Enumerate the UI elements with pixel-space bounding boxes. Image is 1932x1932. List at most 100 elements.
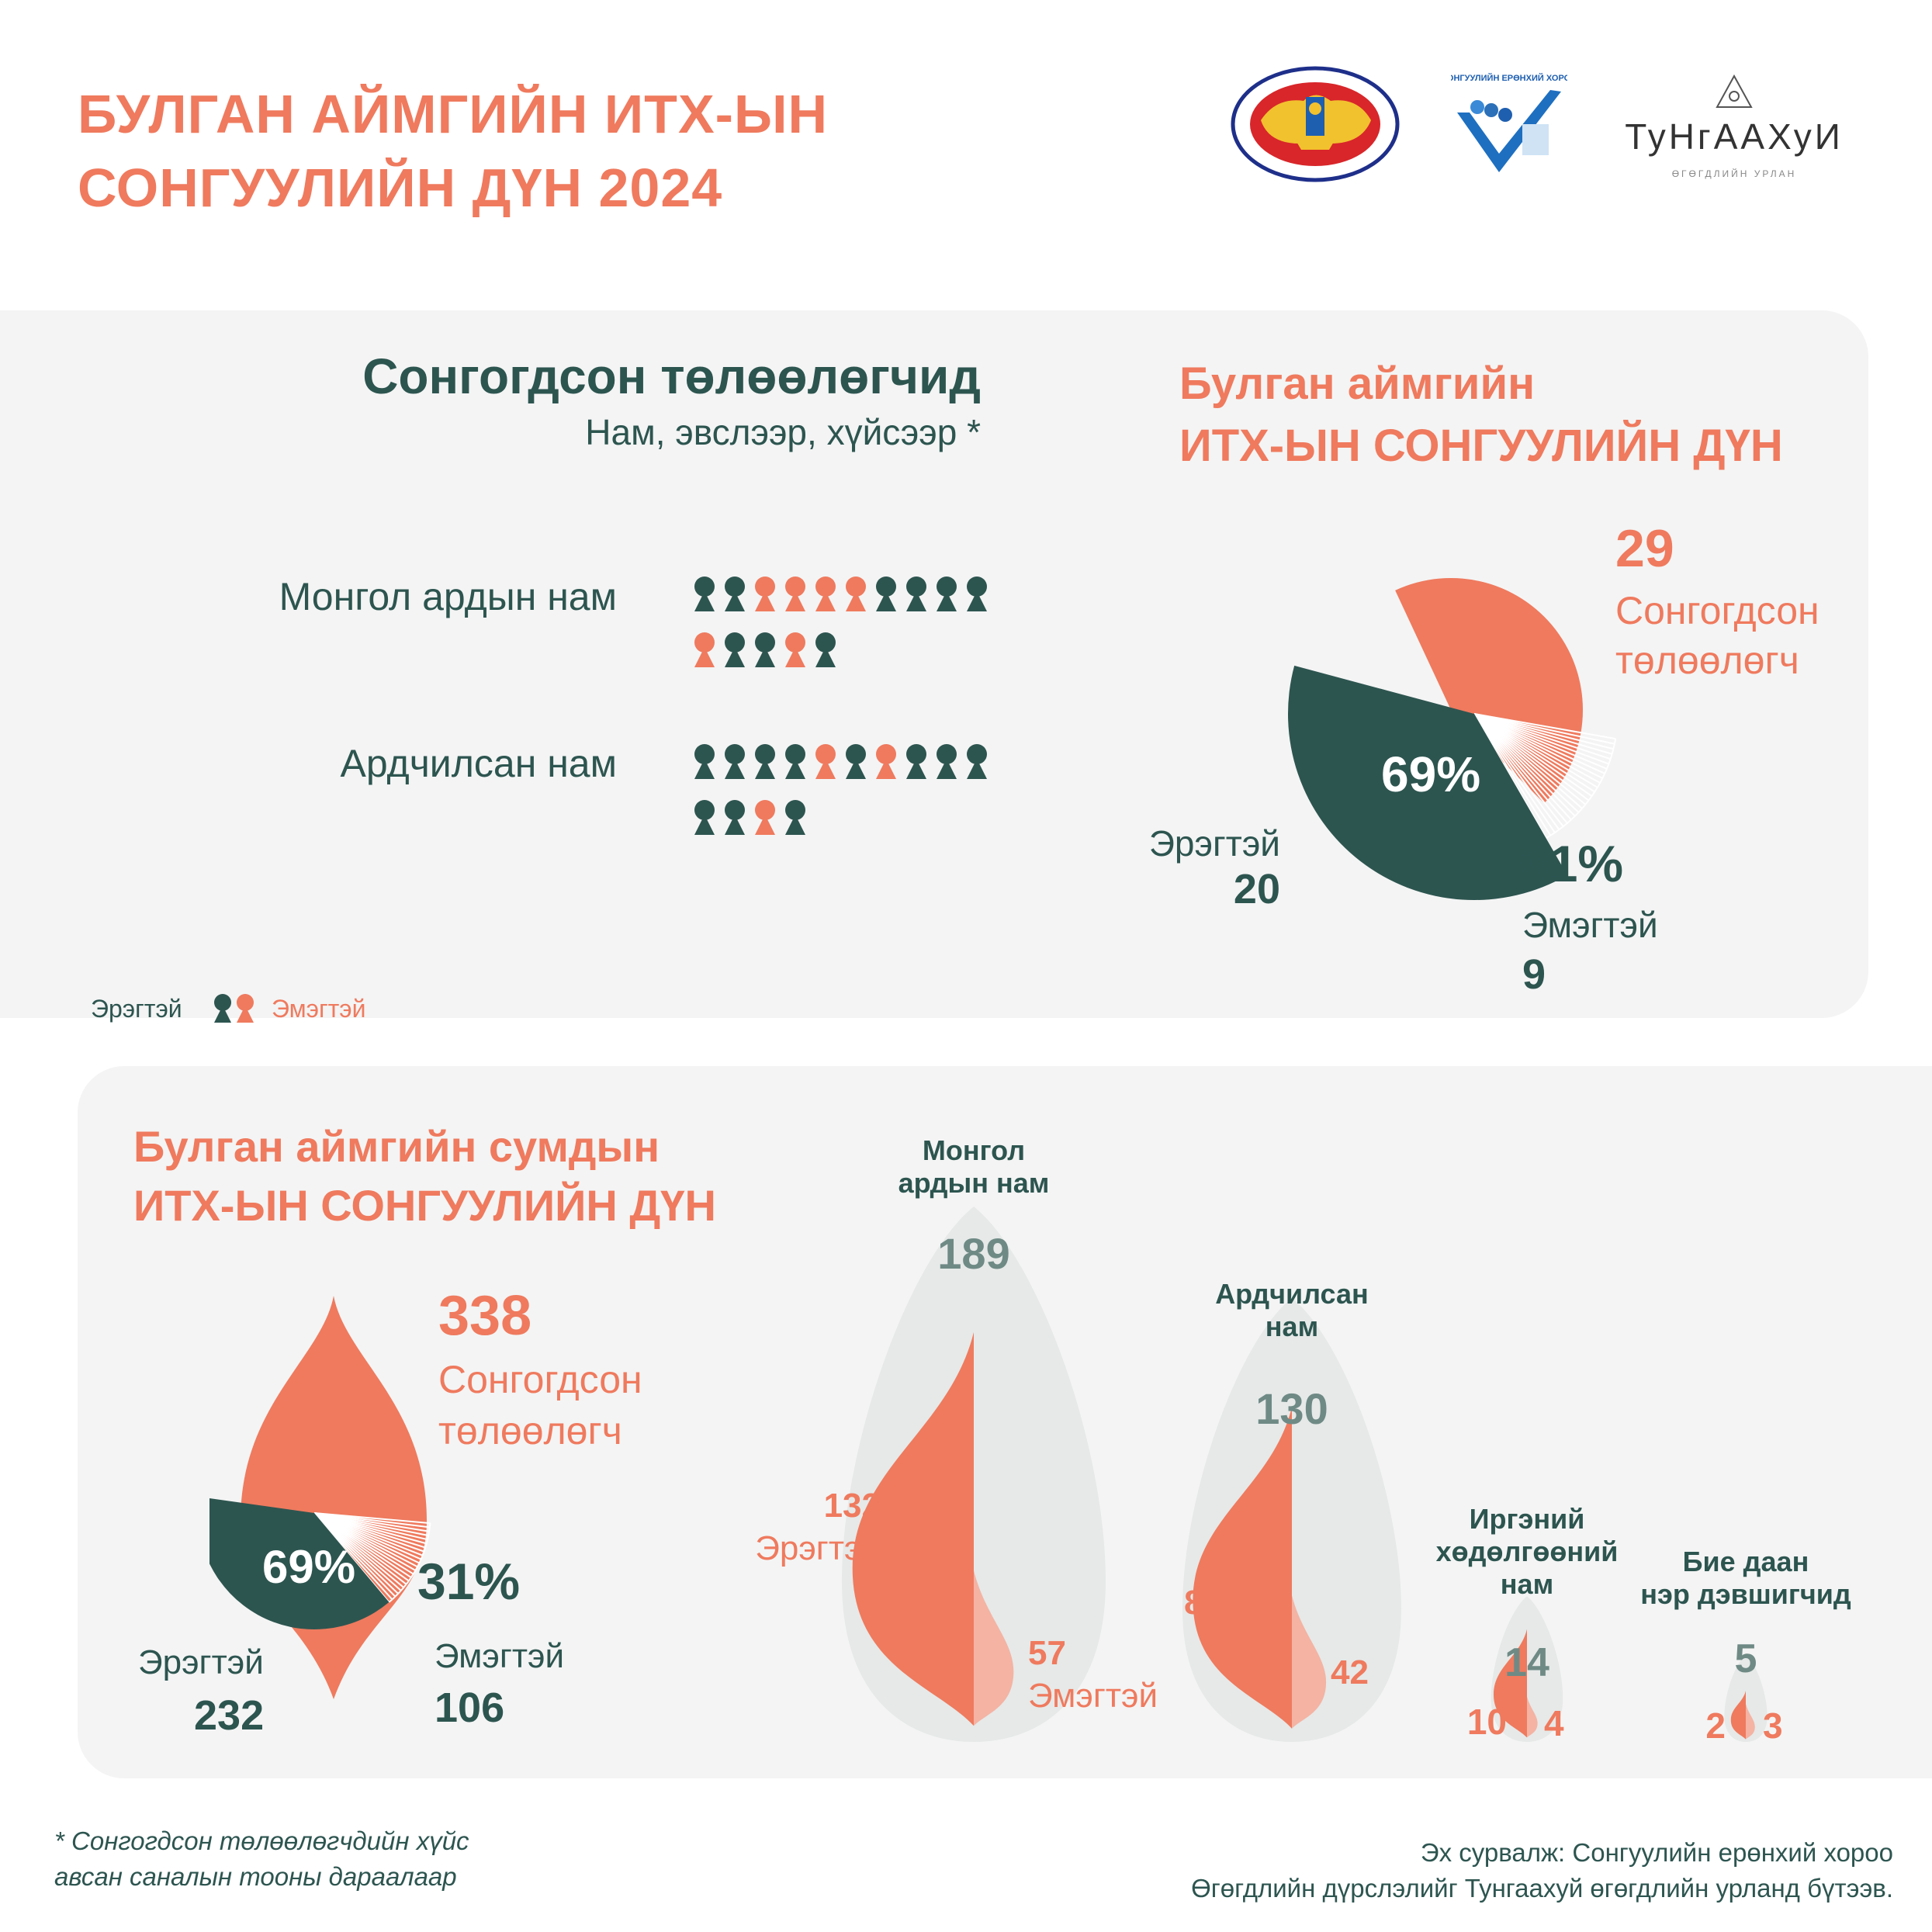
person-icon-female: [694, 632, 715, 667]
party-female-value: 57: [1028, 1634, 1066, 1672]
tungaakhui-logo: ТуНгААХуИ ӨГӨГДЛИЙН УРЛАН: [1618, 70, 1851, 186]
party-total-value: 189: [937, 1229, 1009, 1278]
soum-pie-female-hatch: [313, 1512, 431, 1603]
county-male-label: Эрэгтэй: [1148, 823, 1280, 864]
soum-male-label: Эрэгтэй: [138, 1643, 264, 1681]
person-icon-female: [815, 744, 836, 779]
hatch-line: [1473, 713, 1609, 765]
logo3-sub: ӨГӨГДЛИЙН УРЛАН: [1672, 168, 1797, 179]
party-total-value: 5: [1735, 1636, 1757, 1681]
hatch-line: [313, 1512, 390, 1603]
party-total-value: 130: [1255, 1384, 1328, 1433]
female-half-drop: [1292, 1595, 1327, 1729]
footnote: * Сонгогдсон төлөөлөгчдийн хүйс авсан са…: [54, 1823, 469, 1895]
soum-female-count: 106: [435, 1684, 505, 1731]
hatch-line: [1473, 713, 1560, 830]
person-icon-male: [906, 576, 926, 611]
party-name-label: Бие даан: [1683, 1546, 1809, 1577]
county-female-pct: 31%: [1521, 835, 1624, 892]
legend-person-icons: [214, 994, 254, 1023]
soum-total: 338: [438, 1285, 532, 1347]
person-icon-male: [725, 576, 745, 611]
party-male-value: 10: [1467, 1702, 1507, 1742]
county-total-label: Сонгогдсон төлөөлөгч: [1615, 586, 1819, 685]
female-half-drop: [974, 1570, 1014, 1726]
hatch-line: [1473, 713, 1616, 740]
party-name-label: нам: [1501, 1568, 1553, 1600]
party-female-value: 42: [1331, 1653, 1369, 1691]
pie-male-pct: 69%: [1381, 746, 1480, 802]
hatch-line: [1473, 713, 1552, 836]
soum-female-pct: 31%: [417, 1553, 521, 1610]
person-icon-male: [725, 800, 745, 835]
person-icon-male: [694, 576, 715, 611]
hatch-line: [1473, 713, 1583, 809]
section3-title: Булган аймгийн сумдын ИТХ-ЫН СОНГУУЛИЙН …: [133, 1117, 716, 1235]
soum-female-label: Эмэгтэй: [435, 1637, 565, 1675]
soum-pie-male-pct: 69%: [262, 1541, 355, 1593]
person-icon-male: [967, 576, 987, 611]
person-icon-male: [906, 744, 926, 779]
person-icon-male: [815, 632, 836, 667]
party-name-label: нам: [1265, 1311, 1318, 1342]
person-icon-female: [876, 744, 896, 779]
source-credit: Эх сурвалж: Сонгуулийн ерөнхий хороо Өгө…: [1191, 1835, 1893, 1906]
male-half-drop: [1730, 1691, 1746, 1740]
county-female-count: 9: [1522, 951, 1546, 998]
page-title-line2: СОНГУУЛИЙН ДҮН 2024: [78, 158, 723, 218]
party-name-label: хөдөлгөөний: [1436, 1536, 1619, 1567]
person-icon-female: [755, 800, 775, 835]
footnote-line1: * Сонгогдсон төлөөлөгчдийн хүйс: [54, 1826, 469, 1855]
hatch-line: [1473, 713, 1556, 833]
section2-title: Булган аймгийн ИТХ-ЫН СОНГУУЛИЙН ДҮН: [1179, 353, 1783, 477]
hatch-line: [1473, 713, 1568, 824]
gec-checkmark-logo: СОНГУУЛИЙН ЕРӨНХИЙ ХОРОО: [1441, 70, 1577, 182]
party-male-value: 2: [1705, 1705, 1726, 1746]
soum-drop-pie: 69%: [209, 1296, 431, 1699]
party-drop-1: [1182, 1297, 1401, 1742]
female-half-drop: [1527, 1696, 1538, 1738]
hatch-line: [1473, 713, 1608, 770]
party-male-value: 88: [1184, 1584, 1222, 1622]
hatch-line: [1473, 713, 1576, 817]
soum-male-count: 232: [194, 1692, 265, 1739]
person-icon-male: [937, 744, 957, 779]
hatch-line: [1473, 713, 1601, 784]
hatch-line: [1473, 713, 1590, 802]
hatch-line: [1473, 713, 1572, 821]
soum-drop-shape: [241, 1296, 427, 1699]
person-icon-male: [937, 576, 957, 611]
pie-male-slice: [1288, 665, 1567, 900]
male-half-drop: [1193, 1407, 1292, 1729]
hatch-line: [1473, 713, 1603, 779]
party-drop-3: [1724, 1654, 1768, 1742]
hatch-line: [1473, 713, 1593, 797]
person-icon-male: [694, 800, 715, 835]
party-male-value: 132: [824, 1487, 881, 1525]
hatch-line: [1473, 713, 1595, 793]
person-icon-male: [785, 744, 805, 779]
county-pie-chart: 69%: [1288, 577, 1617, 900]
gec-emblem-logo: [1230, 66, 1401, 182]
male-half-drop: [852, 1331, 974, 1726]
person-icon-male: [725, 632, 745, 667]
person-icon-male: [725, 744, 745, 779]
party-male-series-label: Эрэгтэй: [755, 1529, 881, 1567]
soum-total-label: Сонгогдсон төлөөлөгч: [438, 1354, 642, 1456]
person-icon-male: [694, 744, 715, 779]
soum-total-label-line1: Сонгогдсон: [438, 1358, 642, 1401]
party-name-label: нэр дэвшигчид: [1640, 1578, 1851, 1610]
legend-female-icon: [237, 994, 254, 1023]
page-title: БУЛГАН АЙМГИЙН ИТХ-ЫН СОНГУУЛИЙН ДҮН 202…: [78, 78, 828, 225]
logo2-caption: СОНГУУЛИЙН ЕРӨНХИЙ ХОРОО: [1451, 73, 1567, 83]
legend-male-icon: [214, 994, 231, 1023]
male-half-drop: [1493, 1629, 1527, 1738]
person-icon-female: [755, 576, 775, 611]
section3-title-line2: ИТХ-ЫН СОНГУУЛИЙН ДҮН: [133, 1181, 716, 1230]
county-female-label: Эмэгтэй: [1522, 905, 1658, 945]
female-half-drop: [1746, 1703, 1755, 1740]
hatch-line: [1473, 713, 1587, 805]
party-drop-0: [842, 1207, 1106, 1742]
county-total: 29: [1615, 519, 1674, 578]
